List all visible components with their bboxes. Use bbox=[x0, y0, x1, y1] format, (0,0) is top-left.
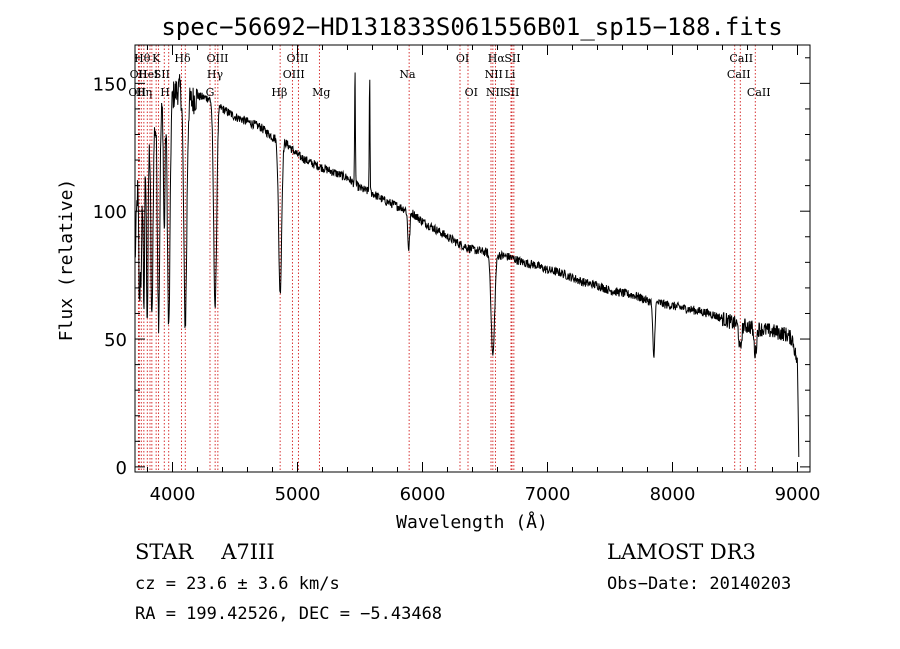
x-tick-label: 5000 bbox=[275, 484, 321, 505]
y-tick-label: 100 bbox=[93, 202, 127, 223]
line-marker-label: CaII bbox=[727, 68, 751, 81]
line-marker-label: Hθ bbox=[134, 52, 151, 65]
x-tick-label: 9000 bbox=[775, 484, 821, 505]
line-marker-label: NII bbox=[486, 86, 504, 99]
line-marker-label: OI bbox=[456, 52, 469, 65]
x-axis: 4000 5000 6000 7000 8000 9000 bbox=[147, 45, 821, 505]
line-marker-label: G bbox=[206, 86, 215, 99]
observation-date: Obs−Date: 20140203 bbox=[607, 574, 792, 594]
y-tick-label: 50 bbox=[104, 330, 127, 351]
line-marker-label: K bbox=[152, 52, 161, 65]
line-marker-label: OII bbox=[128, 86, 146, 99]
object-class: STAR A7III bbox=[135, 540, 275, 564]
line-marker-label: SII bbox=[504, 52, 520, 65]
survey-label: LAMOST DR3 bbox=[607, 540, 756, 564]
x-tick-label: 8000 bbox=[650, 484, 696, 505]
line-marker-label: NII bbox=[485, 68, 503, 81]
line-marker-label: OIII bbox=[286, 52, 308, 65]
redshift-velocity: cz = 23.6 ± 3.6 km/s bbox=[135, 574, 340, 594]
line-marker-labels: OII OII Hθ Hη HeI K SII H Hδ OIII Hγ G Hβ OIII OIII Mg N… bbox=[128, 52, 770, 99]
line-marker-label: Hα bbox=[488, 52, 506, 65]
line-marker-label: HeI bbox=[138, 68, 158, 81]
line-marker-label: Mg bbox=[312, 86, 330, 99]
chart-title: spec−56692−HD131833S061556B01_sp15−188.f… bbox=[161, 13, 782, 41]
line-marker-label: CaII bbox=[747, 86, 771, 99]
line-marker-label: Na bbox=[399, 68, 416, 81]
line-marker-label: Hη bbox=[136, 86, 152, 99]
class-label: STAR bbox=[135, 540, 194, 564]
line-marker-label: SII bbox=[154, 68, 170, 81]
y-tick-label: 150 bbox=[93, 74, 127, 95]
line-marker-label: Hδ bbox=[174, 52, 191, 65]
coordinates: RA = 199.42526, DEC = −5.43468 bbox=[135, 604, 443, 624]
line-marker-label: OII bbox=[130, 68, 148, 81]
line-marker-label: Li bbox=[505, 68, 516, 81]
x-tick-label: 7000 bbox=[525, 484, 571, 505]
y-axis-label: Flux (relative) bbox=[56, 179, 77, 342]
x-axis-label: Wavelength (Å) bbox=[396, 511, 548, 533]
x-tick-label: 6000 bbox=[400, 484, 446, 505]
line-marker-label: OIII bbox=[206, 52, 228, 65]
line-marker-label: SII bbox=[503, 86, 519, 99]
spectrum-line bbox=[134, 72, 800, 458]
plot-frame bbox=[134, 44, 811, 473]
x-tick-label: 4000 bbox=[150, 484, 196, 505]
line-marker-label: CaII bbox=[729, 52, 753, 65]
spectrum-chart: spec−56692−HD131833S061556B01_sp15−188.f… bbox=[56, 13, 821, 533]
line-markers bbox=[137, 45, 756, 472]
line-marker-label: H bbox=[160, 86, 170, 99]
y-tick-label: 0 bbox=[116, 458, 127, 479]
spectral-subclass: A7III bbox=[221, 540, 275, 564]
line-marker-label: OIII bbox=[283, 68, 305, 81]
line-marker-label: Hγ bbox=[207, 68, 224, 81]
line-marker-label: Hβ bbox=[271, 86, 287, 99]
y-axis: 0 50 100 150 bbox=[93, 57, 810, 479]
line-marker-label: OI bbox=[465, 86, 478, 99]
